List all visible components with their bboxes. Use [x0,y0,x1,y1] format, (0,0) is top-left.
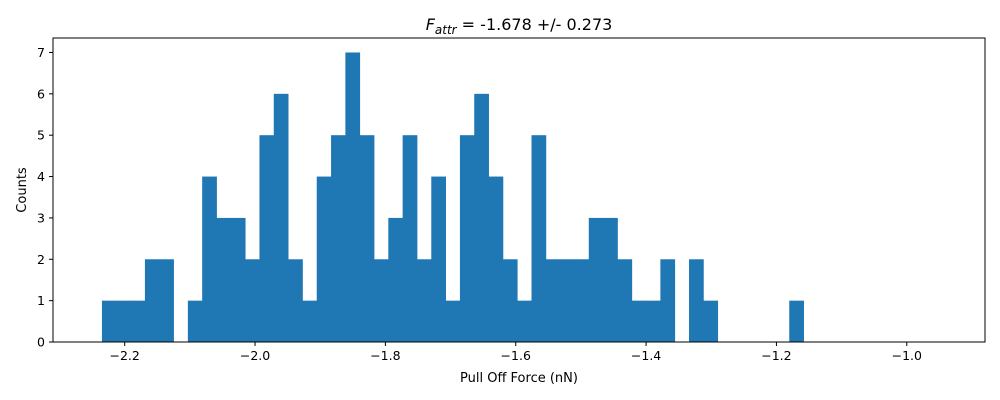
x-tick-label: −1.8 [370,348,400,363]
histogram-bar [288,259,303,342]
histogram-bar [631,300,647,342]
histogram-bar [603,217,618,342]
histogram-bar [502,259,518,342]
histogram-bar [116,300,131,342]
y-tick-label: 4 [37,169,45,184]
x-axis-ticks: −2.2 −2.0 −1.8 −1.6 −1.4 −1.2 −1.0 [110,342,922,363]
histogram-bar [345,52,361,342]
histogram-bar [445,300,461,342]
histogram-bar [560,259,575,342]
histogram-bar [374,259,389,342]
y-tick-label: 1 [37,293,45,308]
x-tick-label: −2.0 [240,348,270,363]
histogram-bar [459,135,475,342]
histogram-bar [517,300,532,342]
histogram-bar [302,300,318,342]
histogram-bar [402,135,418,342]
histogram-bar [388,217,404,342]
y-axis-label: Counts [15,167,30,213]
histogram-bar [230,217,246,342]
y-tick-label: 2 [37,252,45,267]
histogram-bar [130,300,146,342]
x-tick-label: −2.2 [110,348,140,363]
histogram-bar [202,176,217,342]
x-tick-label: −1.4 [631,348,661,363]
x-tick-label: −1.0 [892,348,922,363]
histogram-bar [660,259,676,342]
histogram-bar [245,259,260,342]
histogram-bar [488,176,504,342]
title-variable: F [426,15,436,34]
histogram-bar [703,300,719,342]
histogram-bar [545,259,561,342]
histogram-bar [331,135,346,342]
histogram-bar [259,135,275,342]
histogram-bar [617,259,633,342]
histogram-bar [316,176,332,342]
histogram-bar [646,300,661,342]
histogram-bar [187,300,203,342]
histogram-bar [474,93,489,342]
plot-frame [52,37,986,343]
histogram-bar [689,259,704,342]
y-axis-ticks: 0 1 2 3 4 5 6 7 [37,45,53,350]
y-tick-label: 3 [37,210,45,225]
title-subscript: attr [435,23,458,37]
histogram-bar [574,259,590,342]
histogram-bar [273,93,289,342]
histogram-bar [359,135,375,342]
title-value: = -1.678 +/- 0.273 [457,15,613,34]
bars-group [101,52,804,342]
x-tick-label: −1.2 [761,348,791,363]
histogram-bar [144,259,160,342]
y-tick-label: 6 [37,86,45,101]
histogram-bar [159,259,174,342]
histogram-bar [416,259,432,342]
histogram-bar [789,300,804,342]
histogram-bar [101,300,117,342]
x-axis-label: Pull Off Force (nN) [460,371,578,386]
y-tick-label: 5 [37,128,45,143]
y-tick-label: 0 [37,335,45,350]
histogram-bar [431,176,447,342]
histogram-bar [531,135,547,342]
histogram-bar [588,217,604,342]
histogram-bar [216,217,232,342]
x-tick-label: −1.6 [501,348,531,363]
chart-title: Fattr = -1.678 +/- 0.273 [426,15,613,37]
y-tick-label: 7 [37,45,45,60]
